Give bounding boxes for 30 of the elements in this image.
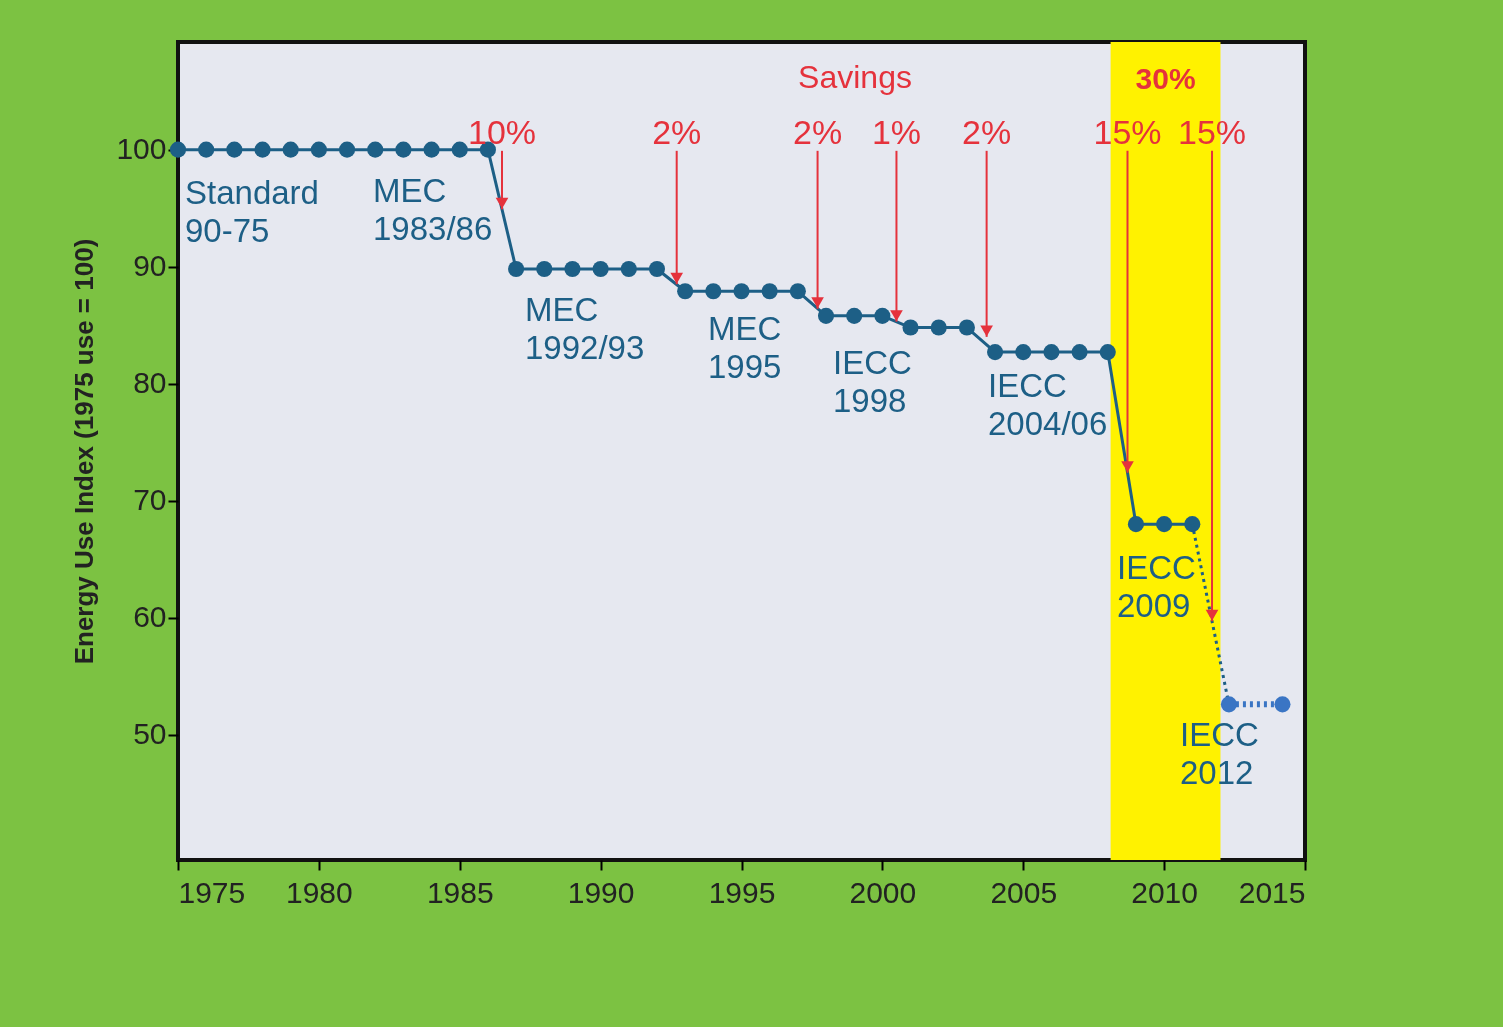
annotation: IECC 1998 [833,344,912,419]
annotation: 10% [467,112,537,151]
annotation: IECC 2004/06 [988,367,1108,442]
x-tick-label: 2005 [990,875,1058,909]
y-tick-label: 70 [133,483,167,517]
annotation: 2% [793,112,843,151]
annotation: 1% [871,112,922,151]
x-tick-label: 1975 [178,875,246,909]
annotation: IECC 2009 [1117,549,1196,624]
annotation: 2% [652,112,702,151]
x-tick-label: 2010 [1131,875,1198,909]
annotation: 2% [962,112,1012,151]
x-tick-label: 1985 [426,875,494,909]
band-label: 30% [1135,62,1196,95]
x-tick-label: 1980 [286,875,353,909]
y-tick-label: 90 [133,249,167,283]
annotation: MEC 1992/93 [525,291,645,366]
annotation: MEC 1983/86 [373,172,493,247]
x-tick-label: 1990 [567,875,635,909]
annotation: Standard 90-75 [185,174,319,249]
x-tick-label: 2015 [1238,875,1306,909]
y-tick-label: 80 [133,366,167,400]
annotation: Savings [798,59,912,95]
annotation: MEC 1995 [708,310,782,385]
x-tick-label: 1995 [708,875,776,909]
y-tick-label: 60 [133,600,167,634]
y-tick-label: 100 [116,132,167,166]
y-axis-title: Energy Use Index (1975 use = 100) [69,238,100,665]
y-tick-label: 50 [133,717,167,751]
x-tick-label: 2000 [849,875,917,909]
